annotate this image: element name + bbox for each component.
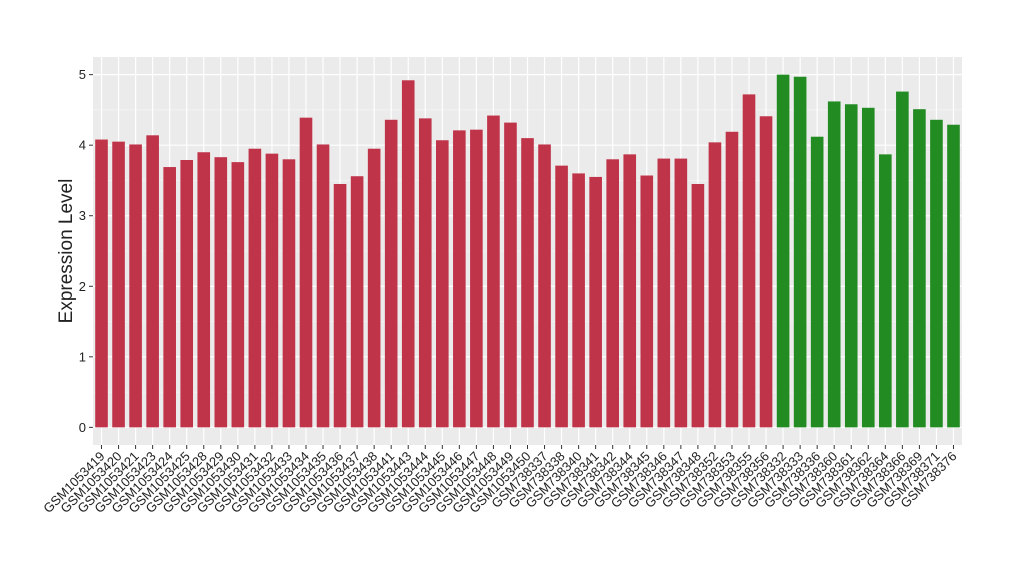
bar <box>435 140 449 428</box>
bar <box>572 173 585 428</box>
bar <box>487 115 500 428</box>
bar <box>248 148 262 428</box>
bar <box>367 148 381 428</box>
bar <box>316 144 330 428</box>
bar <box>810 136 824 428</box>
bar <box>793 76 807 428</box>
bar <box>384 119 398 428</box>
bar <box>913 109 926 428</box>
bar <box>282 159 296 428</box>
bar <box>861 107 875 428</box>
bar <box>640 175 654 428</box>
bar <box>674 158 688 428</box>
bar <box>453 130 466 428</box>
bar <box>265 153 279 428</box>
bar <box>606 159 620 428</box>
bar <box>538 144 551 428</box>
bar <box>231 162 245 428</box>
bar <box>146 135 159 428</box>
bar <box>401 80 415 428</box>
y-tick-label: 5 <box>79 67 86 82</box>
y-tick-label: 1 <box>79 349 86 364</box>
bar <box>95 139 108 428</box>
bar <box>470 129 483 428</box>
bar <box>214 157 228 428</box>
bar <box>879 154 892 428</box>
bar <box>827 101 841 428</box>
bar <box>623 154 637 428</box>
bar <box>521 138 534 428</box>
bar <box>197 152 211 428</box>
bar <box>163 167 176 428</box>
y-tick-label: 0 <box>79 420 86 435</box>
bar <box>759 116 773 428</box>
bar <box>333 183 347 428</box>
bar <box>708 142 722 428</box>
bar <box>930 119 943 428</box>
bar <box>299 117 313 428</box>
bar <box>691 183 705 428</box>
bar <box>844 104 858 428</box>
y-tick-label: 4 <box>79 138 86 153</box>
bar <box>947 124 960 428</box>
y-tick-label: 3 <box>79 208 86 223</box>
bar <box>555 165 568 428</box>
bar <box>129 144 142 428</box>
bar <box>896 91 909 428</box>
bar <box>589 176 602 428</box>
y-axis-title: Expression Level <box>56 179 77 324</box>
bar <box>418 118 432 428</box>
bar <box>776 74 790 428</box>
bar <box>657 158 671 428</box>
bar <box>112 141 125 428</box>
bar <box>725 131 739 428</box>
bar <box>504 122 517 428</box>
y-tick-label: 2 <box>79 279 86 294</box>
bar <box>180 159 194 428</box>
bar <box>350 176 364 428</box>
bar <box>742 94 756 428</box>
